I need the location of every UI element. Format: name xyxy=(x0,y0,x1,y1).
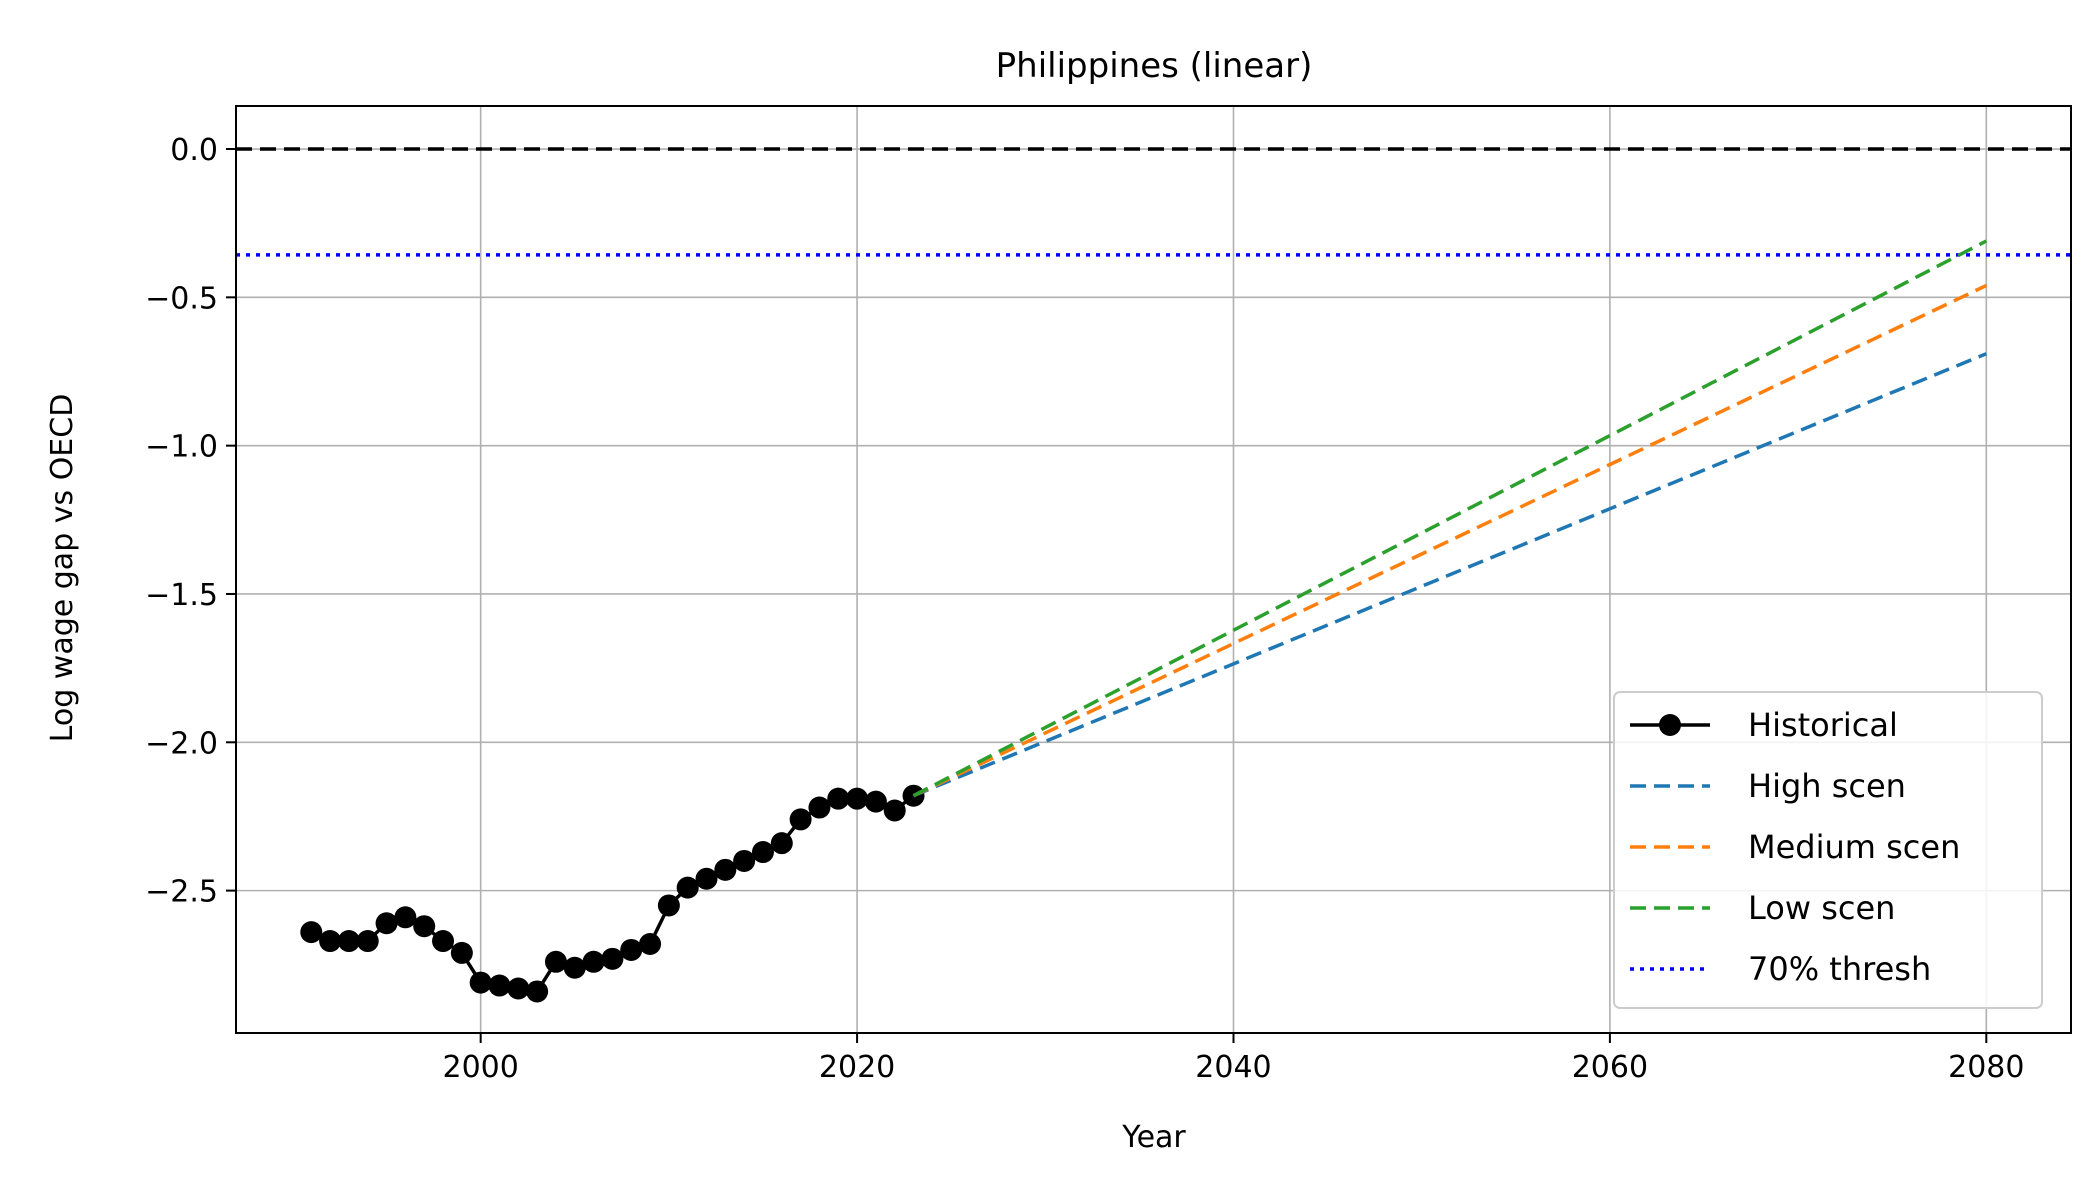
y-tick-label: −0.5 xyxy=(145,281,218,316)
historical-point xyxy=(582,950,605,973)
historical-point xyxy=(789,808,812,831)
x-tick-label: 2020 xyxy=(819,1050,895,1085)
historical-point xyxy=(563,956,586,979)
y-tick-label: −2.0 xyxy=(145,726,218,761)
legend: Historical High scen Medium scen Low scen 70… xyxy=(1613,691,2043,1009)
series-line-medium-scen xyxy=(912,283,1988,798)
historical-point xyxy=(507,977,530,1000)
historical-point xyxy=(319,930,342,953)
historical-point xyxy=(432,930,455,953)
x-tick-label: 2060 xyxy=(1572,1050,1648,1085)
y-tick-label: −2.5 xyxy=(145,875,218,910)
historical-point xyxy=(337,930,360,953)
historical-point xyxy=(300,921,323,944)
historical-point xyxy=(770,832,793,855)
historical-point xyxy=(733,849,756,872)
legend-label: 70% thresh xyxy=(1748,950,1931,988)
x-axis-label: Year xyxy=(1121,1120,1186,1155)
historical-point xyxy=(827,787,850,810)
legend-label: Historical xyxy=(1748,706,1898,744)
series-line-high-scen xyxy=(912,352,1987,798)
legend-label: Low scen xyxy=(1748,889,1895,927)
historical-point xyxy=(601,947,624,970)
historical-point xyxy=(846,787,869,810)
series-line-low-scen xyxy=(912,239,1988,798)
historical-point xyxy=(620,938,643,961)
historical-point xyxy=(714,858,737,881)
axes-frame xyxy=(235,105,2072,1034)
y-tick-label: −1.0 xyxy=(145,430,218,465)
historical-point xyxy=(450,941,473,964)
historical-point xyxy=(864,790,887,813)
x-tick-label: 2080 xyxy=(1948,1050,2024,1085)
axis-ticks: 2000 2020 2040 2060 2080 0.0 −0.5 −1.0 −1.5 −2.0 −… xyxy=(145,133,2024,1085)
historical-point xyxy=(808,796,831,819)
historical-point xyxy=(526,980,549,1003)
y-tick-label: −1.5 xyxy=(145,578,218,613)
y-axis-label: Log wage gap vs OECD xyxy=(45,394,80,743)
historical-point xyxy=(469,971,492,994)
x-tick-label: 2040 xyxy=(1195,1050,1271,1085)
historical-point xyxy=(375,912,398,935)
legend-marker xyxy=(1659,714,1681,736)
legend-label: High scen xyxy=(1748,767,1906,805)
x-tick-label: 2000 xyxy=(442,1050,518,1085)
plot-area xyxy=(236,147,2071,1003)
historical-point xyxy=(695,867,718,890)
historical-point xyxy=(356,930,379,953)
historical-point xyxy=(657,894,680,917)
chart-title: Philippines (linear) xyxy=(996,46,1313,86)
historical-point xyxy=(751,841,774,864)
y-tick-label: 0.0 xyxy=(170,133,218,168)
historical-point xyxy=(639,933,662,956)
historical-point xyxy=(883,799,906,822)
historical-point xyxy=(544,950,567,973)
historical-point xyxy=(413,915,436,938)
historical-point xyxy=(394,906,417,929)
legend-box xyxy=(1613,691,2043,1009)
legend-label: Medium scen xyxy=(1748,828,1960,866)
historical-point xyxy=(488,974,511,997)
historical-point xyxy=(676,876,699,899)
